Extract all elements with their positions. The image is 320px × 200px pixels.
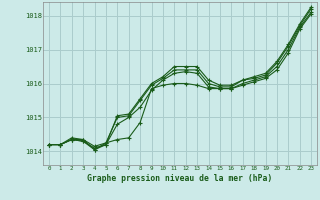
X-axis label: Graphe pression niveau de la mer (hPa): Graphe pression niveau de la mer (hPa) — [87, 174, 273, 183]
